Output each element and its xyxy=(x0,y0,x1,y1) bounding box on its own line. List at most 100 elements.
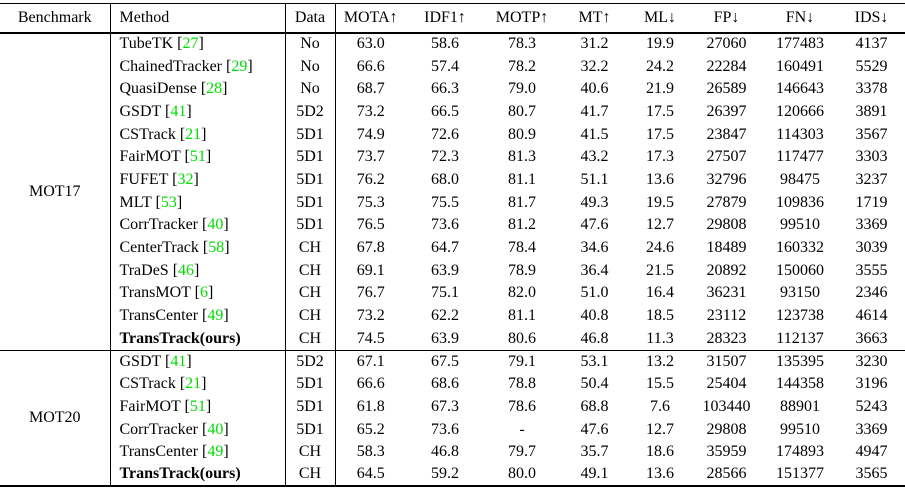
metric-cell: 40.8 xyxy=(580,307,609,325)
citation-number: 46 xyxy=(178,261,195,279)
metric-cell: 78.4 xyxy=(508,239,536,257)
metric-cell: 27879 xyxy=(706,193,747,211)
metric-cell: 12.7 xyxy=(646,420,674,438)
metric-cell: 15.5 xyxy=(646,375,674,393)
metric-cell: 35.7 xyxy=(580,443,609,461)
metric-cell: 81.1 xyxy=(508,307,536,325)
method-cell: TransCenter [49] xyxy=(110,440,286,464)
metric-cell: 66.3 xyxy=(431,80,459,98)
data-cell: 5D1 xyxy=(285,123,336,146)
header-row: Benchmark Method Data MOTA↑ IDF1↑ MOTP↑ … xyxy=(0,3,905,34)
metric-cell: 2346 xyxy=(855,284,888,302)
metric-cell: 67.1 xyxy=(335,349,406,373)
data-cell: CH xyxy=(285,304,336,328)
citation-number: 41 xyxy=(170,102,187,120)
metric-cell: 3196 xyxy=(855,375,888,393)
metric-cell: 34.6 xyxy=(580,239,609,257)
metric-cell: 80.7 xyxy=(508,102,536,120)
metric-cell: 78.9 xyxy=(508,261,536,279)
metric-cell: 79.1 xyxy=(484,349,560,373)
metric-cell: 40.6 xyxy=(580,80,609,98)
metric-cell: 7.6 xyxy=(650,397,670,415)
table-row: FairMOT [51] 5D1 73.7 72.3 81.3 43.2 17.3 27507… xyxy=(0,145,905,169)
metric-cell: 36.4 xyxy=(580,261,609,279)
metric-cell: 11.3 xyxy=(646,329,674,347)
citation-number: 40 xyxy=(207,420,224,438)
metric-cell: 29808 xyxy=(706,216,747,234)
metric-cell: 76.5 xyxy=(356,216,385,234)
data-cell: CH xyxy=(285,259,336,283)
metric-cell: 117477 xyxy=(776,148,824,166)
data-cell: No xyxy=(285,55,336,78)
table-row: FairMOT [51] 5D1 61.8 67.3 78.6 68.8 7.6 103440… xyxy=(0,395,905,419)
metric-cell: 3378 xyxy=(855,80,888,98)
metric-cell: 20892 xyxy=(706,261,747,279)
metric-cell: 3039 xyxy=(855,239,888,257)
table-row: MLT [53] 5D1 75.3 75.5 81.7 49.3 19.5 27879 1098… xyxy=(0,191,905,214)
metric-cell: 46.8 xyxy=(580,329,609,347)
data-cell: CH xyxy=(285,440,336,464)
metric-cell: 76.2 xyxy=(356,170,385,188)
metric-cell: 68.0 xyxy=(431,170,459,188)
metric-cell: 114303 xyxy=(776,125,824,143)
metric-cell: 46.8 xyxy=(431,443,459,461)
metric-cell: 58.6 xyxy=(431,35,459,53)
metric-cell: 51.0 xyxy=(580,284,609,302)
method-cell: MLT [53] xyxy=(110,191,286,214)
metric-cell: 59.2 xyxy=(431,465,459,483)
metric-cell: 41.7 xyxy=(580,102,609,120)
data-cell: 5D1 xyxy=(285,395,336,419)
method-cell: TraDeS [46] xyxy=(110,259,286,283)
table-row: QuasiDense [28] No 68.7 66.3 79.0 40.6 21.9 265… xyxy=(0,77,905,101)
table-row: CSTrack [21] 5D1 66.6 68.6 78.8 50.4 15.5 25404… xyxy=(0,372,905,396)
method-cell: QuasiDense [28] xyxy=(110,77,286,101)
metric-cell: 47.6 xyxy=(580,420,609,438)
citation-number: 21 xyxy=(185,125,202,143)
metric-cell: 18.5 xyxy=(646,307,674,325)
metric-cell: 3565 xyxy=(855,465,888,483)
col-header-mt: MT↑ xyxy=(560,3,629,34)
metric-cell: 80.6 xyxy=(508,329,536,347)
metric-cell: 79.7 xyxy=(508,443,536,461)
citation-number: 53 xyxy=(160,193,177,211)
metric-cell: 68.7 xyxy=(356,80,385,98)
metric-cell: 3303 xyxy=(855,148,888,166)
metric-cell: 72.6 xyxy=(431,125,459,143)
method-cell: TransTrack(ours) xyxy=(110,463,286,487)
metric-cell: 5529 xyxy=(855,57,888,75)
col-header-data: Data xyxy=(285,3,336,34)
metric-cell: 24.6 xyxy=(646,239,674,257)
metric-cell: 82.0 xyxy=(508,284,536,302)
metric-cell: 22284 xyxy=(706,57,747,75)
table-row: CenterTrack [58] CH 67.8 64.7 78.4 34.6 24.6 18… xyxy=(0,236,905,260)
metric-cell: 99510 xyxy=(780,420,820,438)
metric-cell: 3663 xyxy=(855,329,888,347)
col-header-method: Method xyxy=(110,3,286,34)
metric-cell: 4947 xyxy=(855,443,888,461)
table-row: TransCenter [49] CH 58.3 46.8 79.7 35.7 18.6 35… xyxy=(0,440,905,464)
metric-cell: 79.0 xyxy=(508,80,536,98)
metric-cell: 99510 xyxy=(780,216,820,234)
metric-cell: 67.5 xyxy=(406,349,484,373)
table-row: MOT17 TubeTK [27] No 63.0 58.6 78.3 31.2 19.9 27… xyxy=(0,32,905,351)
citation-number: 51 xyxy=(189,397,206,415)
metric-cell: 28323 xyxy=(706,329,747,347)
metric-cell: 19.9 xyxy=(646,35,674,53)
col-header-motp: MOTP↑ xyxy=(484,3,560,34)
metric-cell: 13.6 xyxy=(646,465,674,483)
table-row: TransMOT [6] CH 76.7 75.1 82.0 51.0 16.4 36231 9… xyxy=(0,282,905,305)
method-cell: CorrTracker [40] xyxy=(110,418,286,441)
metric-cell: 32796 xyxy=(706,170,747,188)
metric-cell: 65.2 xyxy=(356,420,385,438)
metric-cell: 49.1 xyxy=(580,465,609,483)
metric-cell: 75.5 xyxy=(431,193,459,211)
metric-cell: 3567 xyxy=(855,125,888,143)
metric-cell: 78.8 xyxy=(508,375,536,393)
metric-cell: 67.8 xyxy=(356,239,385,257)
benchmark-label: MOT17 xyxy=(0,32,111,351)
metric-cell: 68.8 xyxy=(580,397,609,415)
method-cell: FairMOT [51] xyxy=(110,395,286,419)
metric-cell: 74.5 xyxy=(356,329,385,347)
metric-cell: 43.2 xyxy=(580,148,609,166)
